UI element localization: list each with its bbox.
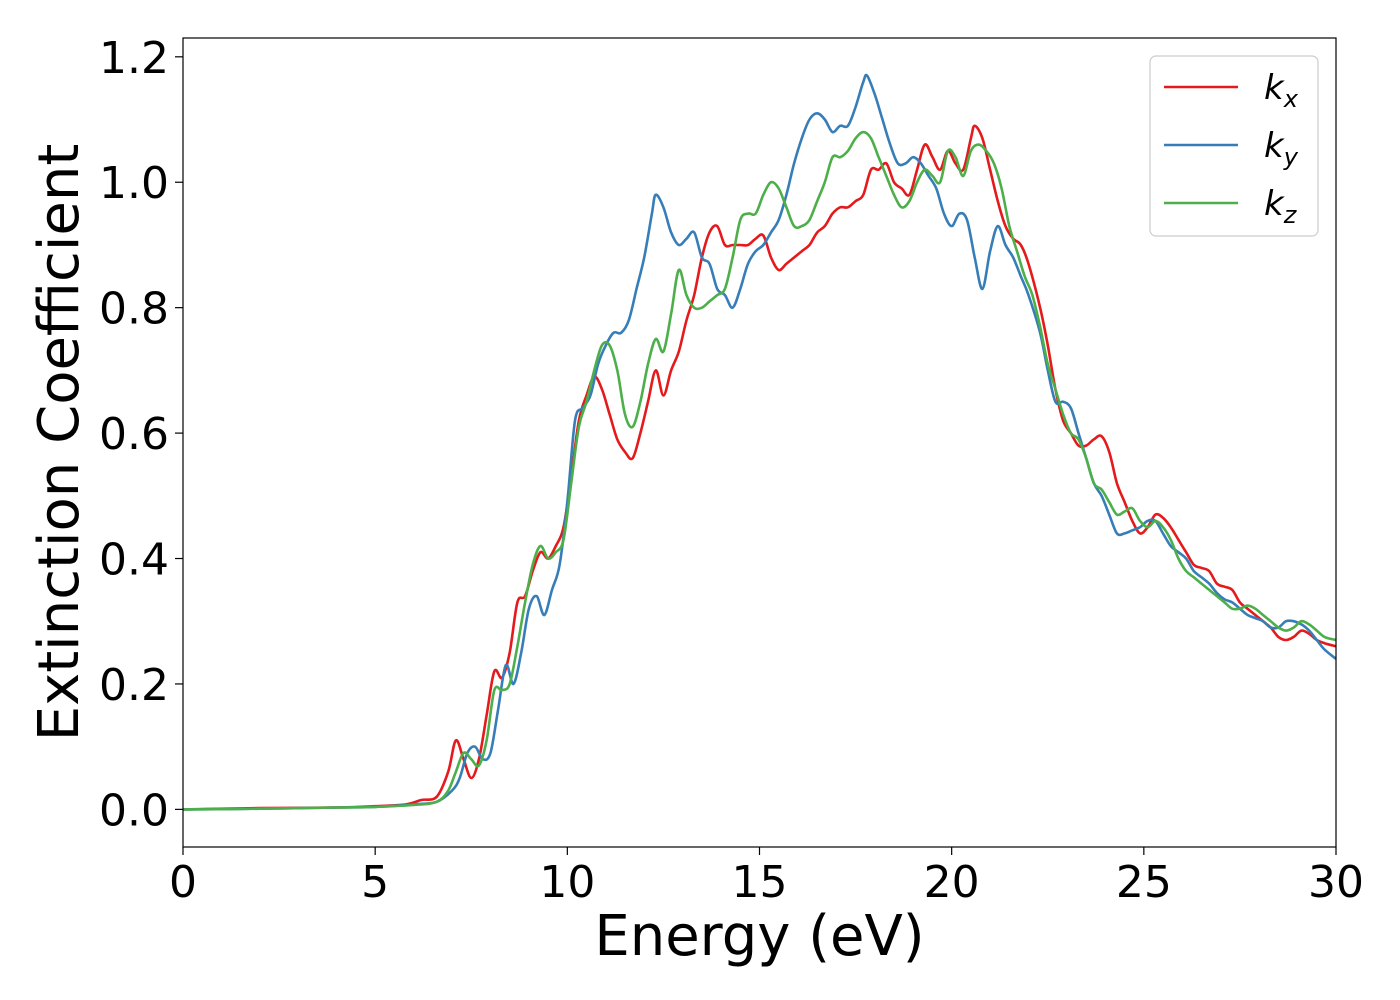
y-tick-label: 0.6 — [99, 409, 169, 460]
y-axis-label: Extinction Coefficient — [27, 144, 92, 742]
y-tick-label: 0.4 — [99, 535, 169, 586]
x-axis-label: Energy (eV) — [594, 904, 924, 969]
y-tick-label: 0.2 — [99, 660, 169, 711]
legend-label-kx: kx — [1264, 68, 1299, 113]
y-axis-ticks: 0.0 0.2 0.4 0.6 0.8 1.0 1.2 — [99, 33, 183, 836]
legend-label-ky: ky — [1264, 126, 1299, 171]
series-line-ky — [183, 73, 1336, 811]
y-tick-label: 0.0 — [99, 785, 169, 836]
x-tick-label: 0 — [169, 857, 197, 908]
plot-lines — [183, 73, 1336, 811]
y-tick-label: 1.2 — [99, 33, 169, 84]
x-tick-label: 20 — [924, 857, 980, 908]
legend-label-kz: kz — [1264, 184, 1298, 229]
x-tick-label: 5 — [361, 857, 389, 908]
y-tick-label: 0.8 — [99, 284, 169, 335]
x-tick-label: 10 — [539, 857, 595, 908]
series-line-kz — [183, 130, 1336, 811]
legend: kx ky kz — [1149, 55, 1319, 237]
y-tick-label: 1.0 — [99, 158, 169, 209]
x-axis-ticks: 0 5 10 15 20 25 30 — [169, 847, 1364, 908]
x-tick-label: 30 — [1308, 857, 1364, 908]
x-tick-label: 15 — [732, 857, 788, 908]
x-tick-label: 25 — [1116, 857, 1172, 908]
